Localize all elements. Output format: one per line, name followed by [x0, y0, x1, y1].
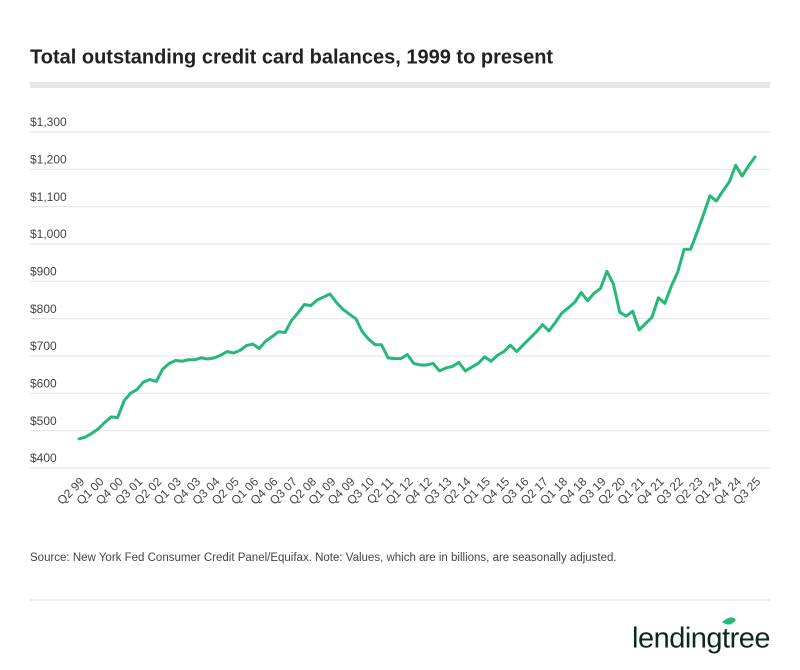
- data-line: [77, 155, 757, 441]
- y-tick-label: $1,300: [30, 115, 67, 129]
- logo-leaf: [722, 617, 736, 625]
- y-tick-label: $500: [30, 414, 57, 428]
- y-tick-label: $900: [30, 265, 57, 279]
- title-rule: [30, 82, 770, 88]
- y-tick-label: $1,000: [30, 227, 67, 241]
- y-tick-label: $1,200: [30, 153, 67, 167]
- y-tick-label: $800: [30, 302, 57, 316]
- brand-logo: lendingtree: [632, 617, 771, 655]
- y-tick-label: $1,100: [30, 190, 67, 204]
- brand-name: lendingtree: [632, 623, 770, 655]
- y-tick-label: $400: [30, 451, 57, 465]
- source-note: Source: New York Fed Consumer Credit Pan…: [30, 552, 617, 564]
- y-tick-label: $600: [30, 377, 57, 391]
- y-tick-label: $700: [30, 339, 57, 353]
- chart-title: Total outstanding credit card balances, …: [30, 46, 553, 68]
